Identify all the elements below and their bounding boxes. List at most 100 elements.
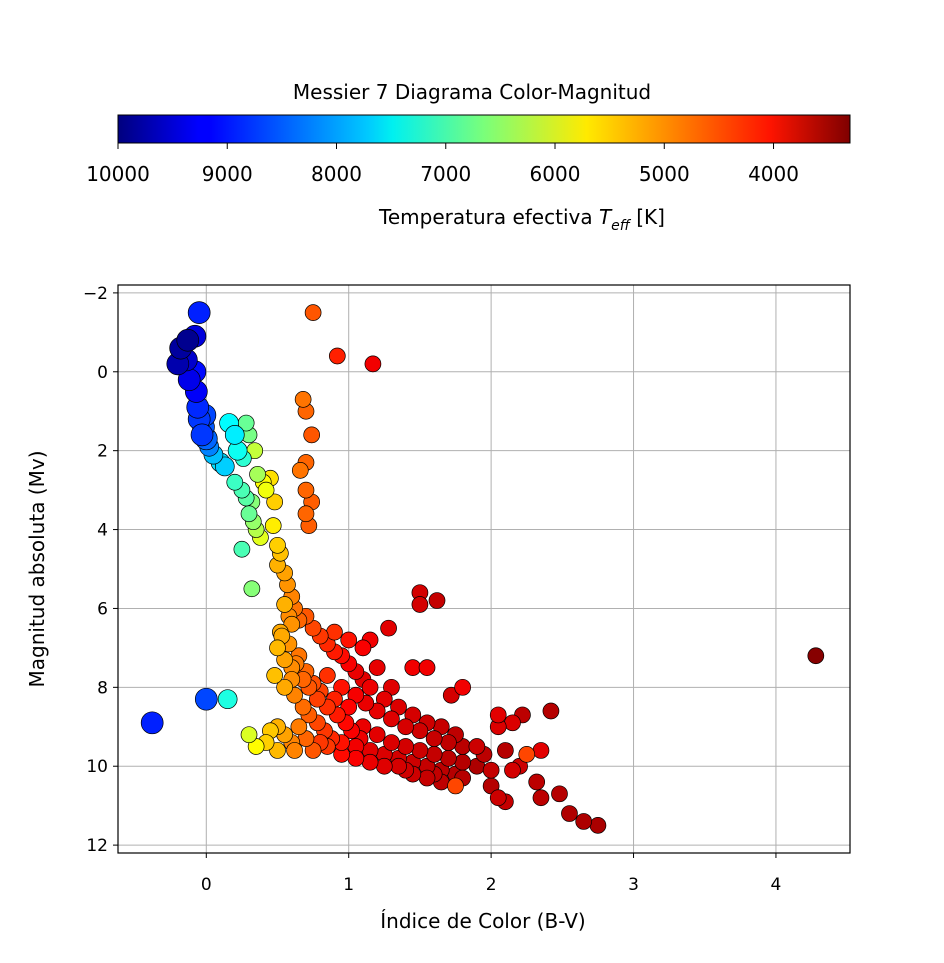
- colorbar-tick-label: 4000: [748, 162, 799, 186]
- colorbar-label: Temperatura efectiva Teff [K]: [378, 205, 665, 234]
- y-tick-label: 0: [97, 363, 108, 383]
- data-point: [497, 742, 514, 759]
- data-point: [257, 481, 275, 499]
- data-point: [240, 726, 258, 744]
- data-point: [361, 753, 379, 771]
- data-point: [368, 726, 386, 744]
- data-point: [482, 761, 500, 779]
- data-point: [243, 580, 261, 598]
- colorbar-ticks: 10000 9000 8000 7000 6000 5000 4000: [86, 143, 799, 186]
- plot-frame: [117, 284, 851, 854]
- y-tick-label: 12: [86, 836, 108, 856]
- data-point: [304, 304, 322, 321]
- data-point: [575, 813, 593, 830]
- grid-lines: [118, 285, 850, 853]
- y-tick-label: 10: [86, 757, 108, 777]
- data-point: [309, 690, 326, 708]
- x-tick-label: 3: [628, 875, 639, 895]
- y-tick-label: 6: [97, 599, 108, 619]
- data-point: [217, 689, 238, 710]
- data-point: [240, 505, 258, 523]
- data-point: [176, 328, 200, 352]
- data-point: [368, 702, 386, 720]
- data-point: [447, 777, 464, 795]
- data-point: [532, 742, 550, 759]
- x-tick-label: 4: [771, 875, 782, 895]
- data-point: [504, 761, 521, 779]
- data-point: [442, 686, 460, 704]
- data-point: [294, 698, 312, 716]
- colorbar-label-unit: [K]: [630, 205, 665, 229]
- data-point: [326, 623, 343, 641]
- data-point: [418, 659, 436, 676]
- colorbar-label-subscript: eff: [611, 218, 632, 234]
- data-point: [283, 615, 301, 633]
- data-point: [249, 465, 266, 483]
- data-point: [397, 738, 415, 755]
- data-point: [418, 769, 436, 787]
- data-point: [561, 805, 578, 822]
- data-point: [380, 619, 397, 637]
- data-point: [518, 746, 536, 763]
- data-point: [286, 742, 303, 759]
- data-point: [328, 347, 346, 365]
- data-point: [504, 714, 521, 732]
- colorbar-tick-label: 5000: [639, 162, 690, 186]
- data-point: [375, 757, 393, 775]
- data-point: [440, 734, 457, 751]
- colorbar-label-main: Temperatura efectiva: [378, 205, 599, 229]
- data-point: [269, 742, 286, 759]
- data-point: [290, 718, 308, 736]
- y-axis-label: Magnitud absoluta (Mv): [25, 450, 49, 687]
- colorbar-gradient: [117, 114, 851, 144]
- data-point: [190, 423, 214, 447]
- y-tick-label: 8: [97, 678, 108, 698]
- data-point: [440, 749, 457, 767]
- data-point: [390, 757, 407, 775]
- colorbar-label-symbol: T: [599, 205, 613, 229]
- data-point: [468, 738, 486, 755]
- data-point: [187, 301, 211, 324]
- y-tick-label: −2: [83, 284, 108, 304]
- data-point: [226, 473, 244, 491]
- data-point: [303, 426, 321, 444]
- colorbar-tick-label: 7000: [420, 162, 471, 186]
- data-point: [194, 687, 218, 711]
- data-point: [297, 481, 315, 499]
- data-point: [489, 706, 507, 724]
- data-point: [532, 789, 550, 807]
- data-point: [411, 742, 429, 759]
- data-point: [269, 536, 286, 554]
- colorbar-tick-label: 6000: [530, 162, 581, 186]
- x-axis-label: Índice de Color (B-V): [380, 909, 585, 933]
- data-point: [411, 596, 429, 613]
- scatter-points: [140, 301, 825, 834]
- data-point: [276, 596, 293, 613]
- data-point: [425, 730, 443, 747]
- x-tick-label: 2: [486, 875, 497, 895]
- data-point: [264, 517, 282, 534]
- data-point: [340, 631, 358, 649]
- colorbar-tick-label: 8000: [311, 162, 362, 186]
- x-tick-label: 1: [343, 875, 354, 895]
- data-point: [318, 667, 336, 684]
- data-point: [233, 540, 251, 558]
- data-point: [551, 785, 568, 803]
- data-point: [428, 592, 446, 609]
- data-point: [425, 746, 443, 763]
- data-point: [383, 710, 400, 728]
- colorbar-title: Messier 7 Diagrama Color-Magnitud: [293, 80, 651, 104]
- data-point: [276, 678, 293, 696]
- data-point: [404, 659, 422, 676]
- data-point: [297, 505, 315, 523]
- data-point: [347, 749, 365, 767]
- y-axis-ticks: −2 0 2 4 6 8 10 12: [83, 284, 118, 856]
- data-point: [368, 659, 386, 676]
- data-point: [364, 355, 382, 373]
- data-point: [542, 702, 560, 720]
- data-point: [489, 789, 507, 807]
- y-tick-label: 4: [97, 521, 108, 541]
- x-axis-ticks: 0 1 2 3 4: [201, 853, 781, 895]
